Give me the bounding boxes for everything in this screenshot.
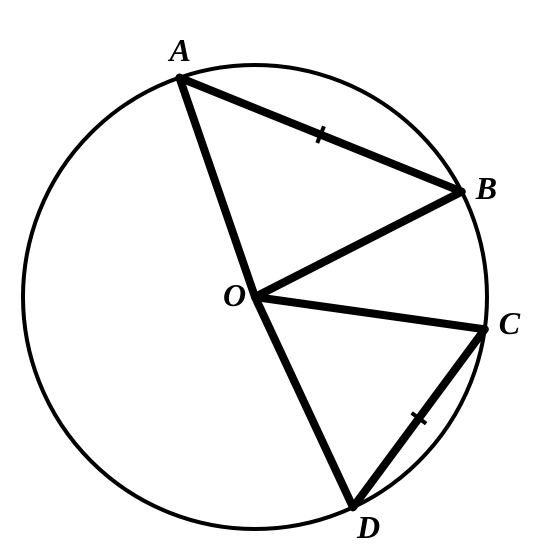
geometry-diagram: [0, 0, 553, 557]
label-B: B: [476, 170, 497, 207]
label-D: D: [357, 509, 380, 546]
label-A: A: [169, 32, 190, 69]
label-O: O: [223, 277, 246, 314]
label-C: C: [499, 305, 520, 342]
